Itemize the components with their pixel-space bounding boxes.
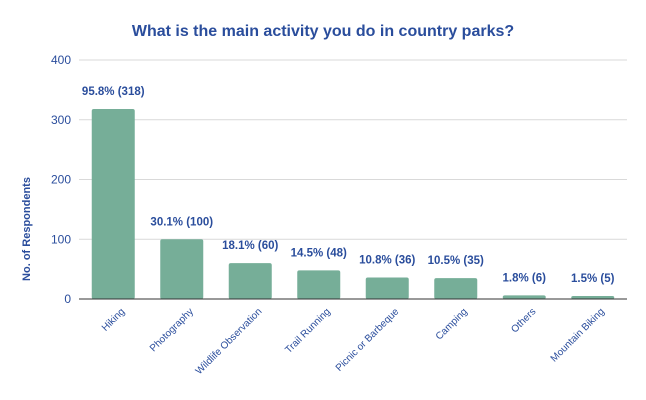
bar bbox=[434, 278, 478, 299]
y-tick-label: 400 bbox=[51, 53, 71, 67]
y-tick-label: 200 bbox=[51, 173, 71, 187]
bar bbox=[91, 108, 135, 300]
bar bbox=[297, 270, 341, 299]
y-axis-ticks: 0 100 200 300 400 bbox=[51, 53, 71, 306]
data-label: 10.5% (35) bbox=[428, 255, 484, 267]
data-labels: 95.8% (318) 30.1% (100) 18.1% (60) 14.5% (4… bbox=[82, 86, 615, 285]
chart-title: What is the main activity you do in coun… bbox=[132, 23, 514, 40]
bar bbox=[502, 295, 546, 299]
data-label: 1.8% (6) bbox=[503, 272, 547, 284]
data-label: 30.1% (100) bbox=[150, 216, 213, 228]
data-label: 18.1% (60) bbox=[222, 240, 278, 252]
bars bbox=[91, 108, 615, 300]
bar bbox=[228, 263, 272, 299]
data-label: 10.8% (36) bbox=[359, 254, 415, 266]
bar bbox=[365, 277, 409, 299]
y-tick-label: 0 bbox=[64, 292, 71, 306]
bar bbox=[571, 296, 615, 299]
data-label: 1.5% (5) bbox=[571, 273, 615, 285]
data-label: 95.8% (318) bbox=[82, 86, 145, 98]
y-tick-label: 300 bbox=[51, 113, 71, 127]
bar bbox=[160, 239, 204, 299]
data-label: 14.5% (48) bbox=[291, 247, 347, 259]
y-axis-label: No. of Respondents bbox=[21, 177, 33, 281]
y-tick-label: 100 bbox=[51, 232, 71, 246]
